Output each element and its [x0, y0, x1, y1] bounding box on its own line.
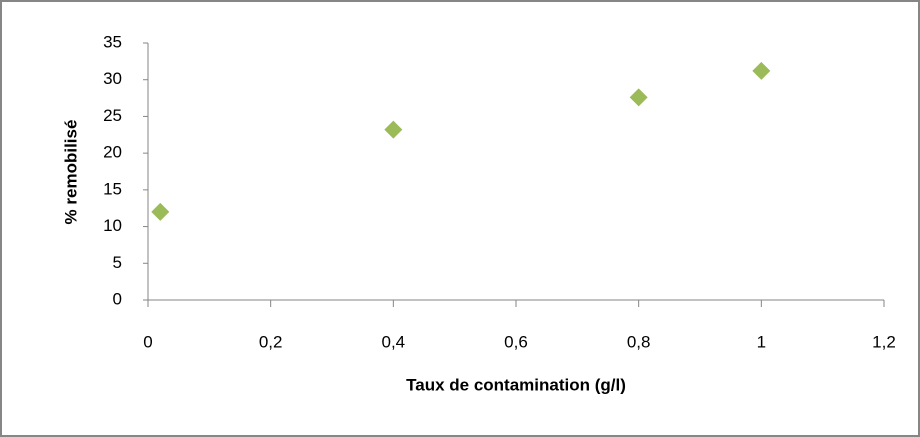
- x-tick-label: 1,2: [872, 332, 896, 351]
- x-tick-label: 0: [143, 332, 152, 351]
- y-tick-label: 5: [113, 253, 122, 272]
- y-tick-label: 0: [113, 289, 122, 308]
- y-tick-label: 25: [103, 106, 122, 125]
- x-tick-label: 1: [757, 332, 766, 351]
- point: [384, 120, 403, 139]
- x-axis-title: Taux de contamination (g/l): [406, 375, 626, 394]
- x-tick-label: 0,2: [259, 332, 283, 351]
- y-axis-title: % remobilisé: [61, 120, 80, 225]
- y-tick-label: 15: [103, 179, 122, 198]
- x-tick-label: 0,6: [504, 332, 528, 351]
- y-tick-label: 10: [103, 216, 122, 235]
- y-tick-label: 20: [103, 143, 122, 162]
- point: [629, 88, 648, 107]
- y-tick-label: 35: [103, 32, 122, 51]
- x-tick-label: 0,4: [382, 332, 406, 351]
- point: [151, 202, 170, 221]
- x-tick-label: 0,8: [627, 332, 651, 351]
- y-tick-label: 30: [103, 69, 122, 88]
- point: [752, 61, 771, 80]
